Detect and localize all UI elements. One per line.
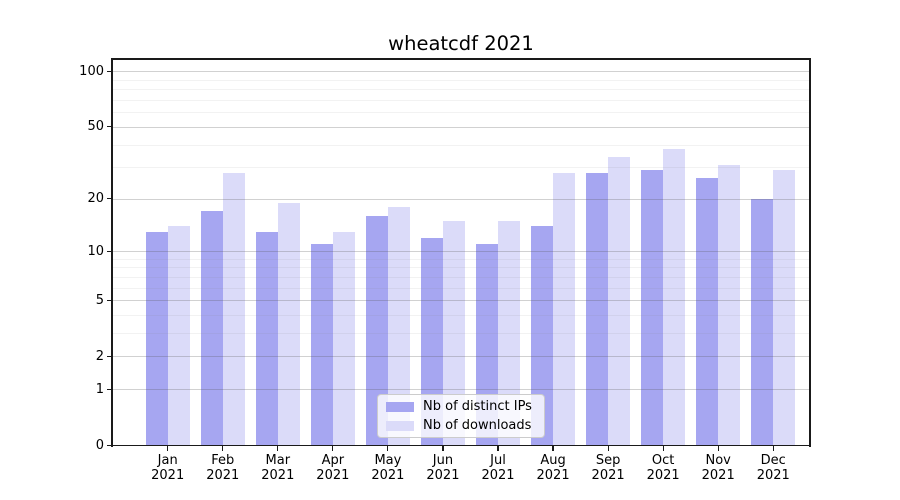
legend-entry-distinct-ips: Nb of distinct IPs xyxy=(386,399,544,414)
minor-gridline-70 xyxy=(112,100,810,102)
x-tick-mark-mar xyxy=(277,446,279,451)
minor-gridline-3 xyxy=(112,333,810,335)
minor-gridline-40 xyxy=(112,144,810,146)
bar-nb-of-distinct-ips-may xyxy=(365,215,388,446)
major-gridline-100 xyxy=(112,71,810,73)
x-tick-mark-apr xyxy=(332,446,334,451)
y-tick-mark-5 xyxy=(106,299,112,301)
x-tick-label-nov: Nov 2021 xyxy=(701,452,735,484)
major-gridline-10 xyxy=(112,251,810,253)
x-tick-label-jun: Jun 2021 xyxy=(426,452,460,484)
legend-entry-downloads: Nb of downloads xyxy=(386,418,544,433)
y-tick-mark-20 xyxy=(106,198,112,200)
minor-gridline-80 xyxy=(112,89,810,91)
x-tick-label-jul: Jul 2021 xyxy=(481,452,515,484)
legend-swatch-downloads xyxy=(386,420,414,431)
y-tick-mark-10 xyxy=(106,250,112,252)
major-gridline-1 xyxy=(112,389,810,391)
legend-label-downloads: Nb of downloads xyxy=(423,418,532,433)
y-tick-label-100: 100 xyxy=(79,63,104,79)
x-tick-mark-oct xyxy=(662,446,664,451)
bar-nb-of-downloads-apr xyxy=(332,231,355,446)
bar-nb-of-downloads-feb xyxy=(222,172,245,446)
bar-nb-of-downloads-nov xyxy=(718,164,741,446)
y-tick-label-20: 20 xyxy=(87,191,104,207)
x-tick-label-jan: Jan 2021 xyxy=(151,452,185,484)
x-tick-label-sep: Sep 2021 xyxy=(591,452,625,484)
minor-gridline-7 xyxy=(112,276,810,278)
legend: Nb of distinct IPs Nb of downloads xyxy=(377,394,545,438)
left-spine xyxy=(111,58,113,447)
top-spine xyxy=(111,58,811,60)
bar-nb-of-distinct-ips-jun xyxy=(420,237,443,446)
y-tick-mark-50 xyxy=(106,126,112,128)
chart-title: wheatcdf 2021 xyxy=(388,32,534,55)
bar-nb-of-downloads-oct xyxy=(663,148,686,446)
x-tick-label-dec: Dec 2021 xyxy=(756,452,790,484)
major-gridline-20 xyxy=(112,198,810,200)
bar-nb-of-distinct-ips-aug xyxy=(531,226,554,446)
bar-nb-of-downloads-aug xyxy=(553,172,576,446)
y-tick-label-10: 10 xyxy=(87,243,104,259)
major-gridline-2 xyxy=(112,356,810,358)
x-tick-mark-sep xyxy=(607,446,609,451)
major-gridline-5 xyxy=(112,300,810,302)
x-tick-mark-dec xyxy=(772,446,774,451)
y-tick-label-0: 0 xyxy=(95,438,104,453)
x-tick-mark-may xyxy=(387,446,389,451)
bar-nb-of-downloads-sep xyxy=(608,157,631,446)
right-spine xyxy=(809,58,811,447)
bar-nb-of-downloads-jun xyxy=(442,220,465,446)
y-tick-label-2: 2 xyxy=(95,348,104,364)
minor-gridline-8 xyxy=(112,267,810,269)
bar-nb-of-distinct-ips-mar xyxy=(255,231,278,446)
bar-nb-of-distinct-ips-feb xyxy=(200,211,223,446)
bar-nb-of-distinct-ips-oct xyxy=(641,169,664,446)
bar-nb-of-distinct-ips-sep xyxy=(586,172,609,446)
y-tick-mark-2 xyxy=(106,355,112,358)
y-tick-mark-1 xyxy=(106,388,112,390)
x-tick-label-mar: Mar 2021 xyxy=(261,452,295,484)
x-tick-label-aug: Aug 2021 xyxy=(536,452,570,484)
x-tick-label-feb: Feb 2021 xyxy=(206,452,240,484)
legend-label-distinct-ips: Nb of distinct IPs xyxy=(423,399,532,414)
x-tick-mark-feb xyxy=(222,446,224,451)
y-tick-label-1: 1 xyxy=(95,381,104,397)
minor-gridline-4 xyxy=(112,315,810,317)
legend-swatch-distinct-ips xyxy=(386,401,414,412)
bar-nb-of-downloads-mar xyxy=(277,202,300,446)
x-tick-label-may: May 2021 xyxy=(371,452,405,484)
bar-nb-of-downloads-jul xyxy=(498,220,520,446)
major-gridline-50 xyxy=(112,126,810,128)
x-tick-mark-aug xyxy=(552,446,554,451)
y-tick-mark-0 xyxy=(106,444,112,447)
minor-gridline-30 xyxy=(112,167,810,169)
y-tick-label-5: 5 xyxy=(95,292,104,308)
minor-gridline-9 xyxy=(112,258,810,260)
x-tick-label-apr: Apr 2021 xyxy=(316,452,350,484)
grid-layer xyxy=(112,59,810,446)
bar-nb-of-downloads-dec xyxy=(773,169,796,446)
x-tick-mark-jun xyxy=(442,446,444,451)
bar-nb-of-downloads-may xyxy=(387,206,410,446)
bar-nb-of-distinct-ips-apr xyxy=(310,244,333,446)
bottom-spine xyxy=(111,444,811,447)
x-tick-label-oct: Oct 2021 xyxy=(646,452,680,484)
plot-area xyxy=(112,59,810,446)
bars-layer xyxy=(112,59,810,446)
bar-nb-of-distinct-ips-dec xyxy=(751,198,774,446)
y-tick-label-50: 50 xyxy=(87,119,104,135)
minor-gridline-90 xyxy=(112,79,810,81)
x-tick-mark-jan xyxy=(167,446,169,451)
minor-gridline-6 xyxy=(112,287,810,289)
x-tick-mark-jul xyxy=(497,446,499,451)
y-tick-mark-100 xyxy=(106,70,112,73)
minor-gridline-60 xyxy=(112,112,810,114)
bar-nb-of-downloads-jan xyxy=(167,226,190,446)
x-tick-mark-nov xyxy=(717,446,719,451)
bar-nb-of-distinct-ips-jan xyxy=(145,231,168,446)
bar-nb-of-distinct-ips-nov xyxy=(696,178,719,446)
